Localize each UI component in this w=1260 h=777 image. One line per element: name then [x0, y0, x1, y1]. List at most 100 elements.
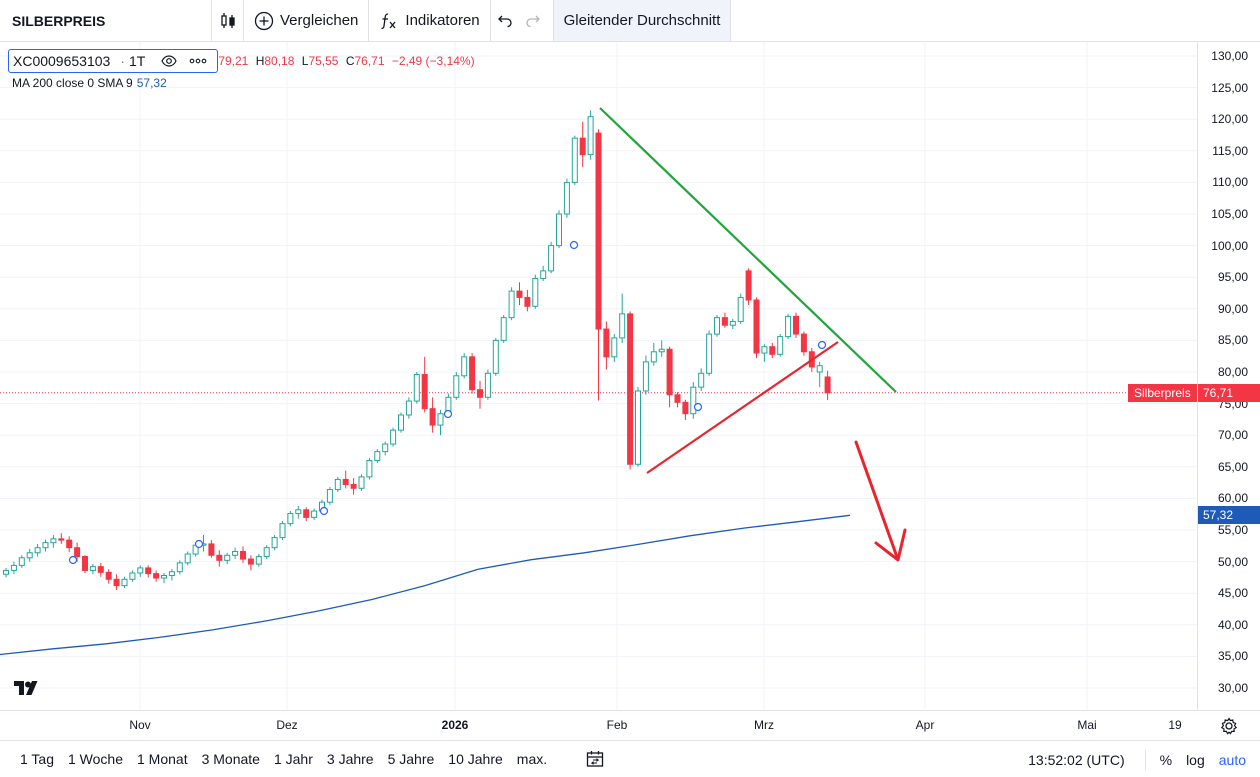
- legend-symbol-box[interactable]: XC0009653103 · 1T: [8, 49, 218, 73]
- candle: [564, 179, 569, 218]
- candle: [383, 442, 388, 456]
- range-1y[interactable]: 1 Jahr: [272, 751, 315, 767]
- candle-body: [817, 366, 822, 372]
- candle-body: [754, 300, 759, 353]
- percent-toggle[interactable]: %: [1160, 752, 1172, 768]
- candle: [296, 506, 301, 519]
- candle-body: [715, 318, 720, 334]
- candle: [406, 397, 411, 418]
- candle: [422, 357, 427, 413]
- chart-pane[interactable]: [0, 42, 1197, 710]
- gear-icon[interactable]: [1218, 715, 1240, 737]
- symbol-search-button[interactable]: SILBERPREIS: [0, 0, 212, 41]
- candle: [264, 545, 269, 559]
- candle: [517, 282, 522, 305]
- redo-button[interactable]: [519, 0, 554, 41]
- candle: [628, 311, 633, 469]
- plus-circle-icon: [254, 11, 274, 31]
- candle: [509, 287, 514, 320]
- range-10y[interactable]: 10 Jahre: [446, 751, 504, 767]
- candle-body: [11, 565, 16, 570]
- candle-body: [462, 357, 467, 376]
- tradingview-logo-icon[interactable]: [10, 676, 44, 700]
- candle-body: [4, 570, 9, 574]
- candle-body: [612, 338, 617, 357]
- candle: [256, 554, 261, 567]
- compare-button[interactable]: Vergleichen: [244, 0, 369, 41]
- clock[interactable]: 13:52:02 (UTC): [1028, 752, 1124, 768]
- marker-circle: [196, 541, 203, 548]
- candle: [604, 321, 609, 369]
- candle-body: [177, 563, 182, 572]
- candle: [351, 478, 356, 494]
- candle: [659, 340, 664, 356]
- price-tick: 90,00: [1218, 302, 1248, 316]
- candle: [738, 294, 743, 324]
- time-tick: Mai: [1077, 718, 1096, 732]
- candle-body: [233, 551, 238, 555]
- range-1w[interactable]: 1 Woche: [66, 751, 125, 767]
- price-chart[interactable]: [0, 42, 1197, 710]
- legend-ohlc: 79,21 H80,18 L75,55 C76,71 −2,49 (−3,14%…: [218, 54, 474, 68]
- eye-icon[interactable]: [161, 55, 177, 67]
- candle: [177, 560, 182, 574]
- candle-body: [738, 297, 743, 321]
- candle-body: [541, 271, 546, 279]
- candle-body: [383, 444, 388, 452]
- candle: [817, 362, 822, 387]
- range-3m[interactable]: 3 Monate: [200, 751, 262, 767]
- candle: [675, 392, 680, 407]
- candle-body: [185, 554, 190, 563]
- candle-body: [241, 551, 246, 559]
- legend-symbol-code: XC0009653103: [13, 53, 110, 69]
- price-tick: 85,00: [1218, 333, 1248, 347]
- auto-toggle[interactable]: auto: [1219, 752, 1246, 768]
- candle: [636, 387, 641, 467]
- candle-body: [430, 409, 435, 425]
- time-axis[interactable]: Nov Dez 2026 Feb Mrz Apr Mai 19: [0, 710, 1260, 740]
- log-toggle[interactable]: log: [1186, 752, 1205, 768]
- candle-body: [209, 544, 214, 555]
- chart-type-button[interactable]: [212, 0, 244, 41]
- range-1d[interactable]: 1 Tag: [18, 751, 56, 767]
- candle: [217, 550, 222, 566]
- indicators-button[interactable]: Indikatoren: [369, 0, 490, 41]
- candle: [794, 313, 799, 338]
- price-axis[interactable]: 130,00 125,00 120,00 115,00 110,00 105,00 100,…: [1197, 42, 1260, 710]
- range-3y[interactable]: 3 Jahre: [325, 751, 376, 767]
- candle-body: [335, 479, 340, 489]
- candle-body: [557, 214, 562, 246]
- candle-body: [825, 377, 830, 393]
- candle-body: [146, 568, 151, 574]
- candle: [59, 533, 64, 544]
- candle: [580, 122, 585, 168]
- ohlc-low: 75,55: [308, 54, 338, 68]
- undo-button[interactable]: [491, 0, 519, 41]
- time-tick: Dez: [276, 718, 297, 732]
- candle: [643, 356, 648, 395]
- legend-indicator[interactable]: MA 200 close 0 SMA 9 57,32: [12, 76, 167, 90]
- candle-body: [778, 337, 783, 355]
- range-max[interactable]: max.: [515, 751, 549, 767]
- candle: [51, 535, 56, 548]
- undo-icon: [497, 13, 513, 29]
- candle-body: [169, 572, 174, 576]
- candle: [138, 565, 143, 576]
- marker-circle: [695, 404, 702, 411]
- candle: [770, 343, 775, 358]
- range-1m[interactable]: 1 Monat: [135, 751, 190, 767]
- price-tick: 35,00: [1218, 649, 1248, 663]
- price-tick: 60,00: [1218, 491, 1248, 505]
- candle-body: [272, 538, 277, 548]
- candle-body: [75, 548, 80, 557]
- active-drawing-tool-button[interactable]: Gleitender Durchschnitt: [554, 0, 732, 41]
- candles-icon: [219, 12, 237, 30]
- last-price-label: 76,71: [1198, 384, 1260, 402]
- candle-body: [59, 539, 64, 540]
- range-5y[interactable]: 5 Jahre: [386, 751, 437, 767]
- calendar-icon[interactable]: [585, 749, 605, 769]
- candle-body: [35, 548, 40, 553]
- candle-body: [493, 340, 498, 373]
- price-tick: 115,00: [1212, 144, 1248, 158]
- more-icon[interactable]: [189, 58, 207, 64]
